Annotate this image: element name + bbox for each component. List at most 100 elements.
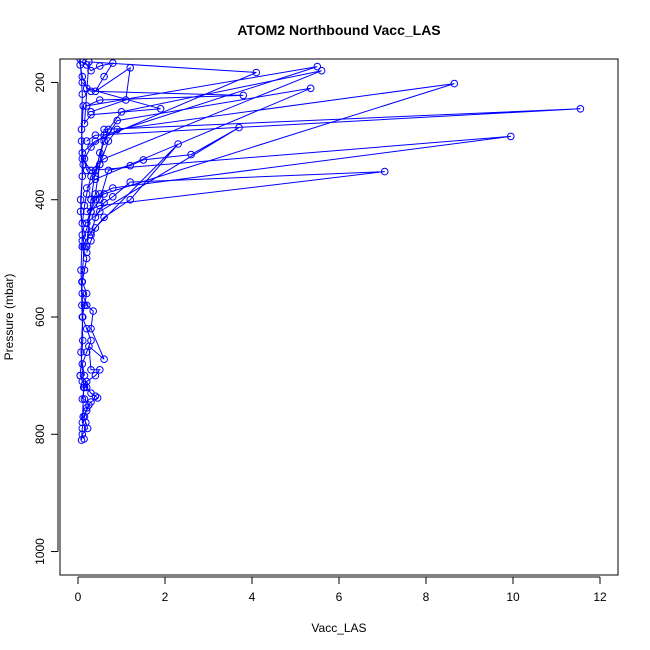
x-axis-label: Vacc_LAS	[311, 621, 366, 635]
data-point	[82, 289, 91, 298]
data-point	[139, 156, 148, 164]
data-point	[76, 371, 84, 380]
data-point	[78, 395, 87, 403]
data-point	[317, 66, 326, 75]
data-point	[80, 301, 89, 310]
data-point	[79, 336, 87, 345]
data-point	[78, 301, 86, 310]
data-point	[78, 424, 87, 433]
data-point	[507, 132, 515, 141]
data-point	[87, 110, 95, 119]
data-point	[117, 108, 126, 116]
data-point	[79, 102, 87, 110]
y-axis: 200 400 600 800 1000	[33, 72, 59, 565]
series-line	[86, 83, 455, 224]
data-point	[87, 366, 95, 374]
data-point	[100, 190, 108, 198]
data-point	[82, 184, 91, 192]
series-line	[90, 70, 322, 177]
series-9	[87, 66, 326, 181]
data-point	[104, 125, 113, 134]
data-point	[82, 324, 91, 333]
x-tick-label: 2	[162, 590, 169, 604]
data-point	[77, 137, 86, 145]
data-point	[83, 424, 92, 433]
data-point	[87, 87, 95, 96]
data-point	[87, 324, 95, 333]
series-layer	[76, 59, 585, 444]
data-point	[91, 172, 100, 181]
data-point	[85, 59, 93, 66]
data-point	[82, 137, 91, 145]
data-point	[76, 207, 85, 216]
data-point	[91, 224, 100, 232]
data-point	[126, 195, 134, 204]
data-point	[82, 166, 91, 175]
data-point	[91, 137, 100, 145]
data-point	[100, 355, 108, 364]
data-point	[79, 160, 87, 169]
data-point	[80, 242, 88, 251]
data-point	[576, 105, 585, 113]
data-point	[80, 435, 88, 443]
data-point	[104, 137, 113, 145]
series-line	[80, 105, 85, 423]
data-point	[79, 313, 87, 321]
plot-frame	[59, 58, 619, 576]
y-tick-label: 200	[33, 72, 47, 92]
series-10	[82, 123, 243, 227]
y-tick-label: 1000	[33, 538, 47, 565]
data-point	[96, 366, 104, 374]
x-tick-label: 4	[249, 590, 256, 604]
series-line	[86, 127, 240, 224]
data-point	[187, 150, 195, 159]
data-point	[91, 131, 100, 139]
data-point	[82, 190, 91, 198]
data-point	[100, 72, 108, 81]
data-point	[91, 371, 100, 380]
y-tick-label: 400	[33, 189, 47, 209]
data-point	[100, 154, 108, 163]
data-point	[89, 307, 97, 315]
x-tick-label: 6	[336, 590, 343, 604]
data-point	[100, 213, 108, 222]
data-point	[82, 102, 91, 110]
data-point	[91, 213, 100, 222]
data-point	[91, 392, 100, 401]
data-point	[100, 137, 108, 145]
data-point	[79, 383, 88, 392]
x-tick-label: 12	[593, 590, 607, 604]
data-point	[78, 72, 87, 81]
data-point	[96, 195, 104, 204]
x-tick-label: 10	[506, 590, 520, 604]
data-point	[104, 166, 113, 175]
y-axis-label: Pressure (mbar)	[2, 274, 16, 361]
data-point	[80, 395, 89, 403]
data-point	[82, 407, 91, 415]
data-point	[78, 90, 87, 98]
data-point	[156, 105, 165, 113]
data-point	[82, 219, 91, 227]
data-point	[77, 348, 85, 357]
data-point	[96, 160, 104, 169]
series-line	[86, 171, 385, 236]
data-point	[235, 123, 243, 132]
data-point	[78, 278, 86, 286]
data-point	[306, 84, 315, 93]
data-point	[96, 96, 104, 104]
y-tick-label: 600	[33, 307, 47, 327]
data-point	[239, 91, 248, 100]
data-point	[87, 228, 95, 236]
series-line	[86, 87, 311, 247]
chart-title: ATOM2 Northbound Vacc_LAS	[237, 22, 440, 38]
series-17	[78, 395, 93, 443]
data-point	[96, 149, 104, 157]
series-13	[78, 289, 108, 403]
series-line	[81, 293, 105, 400]
data-point	[100, 125, 108, 134]
data-point	[87, 195, 95, 204]
series-16	[76, 102, 88, 427]
data-point	[87, 143, 95, 151]
